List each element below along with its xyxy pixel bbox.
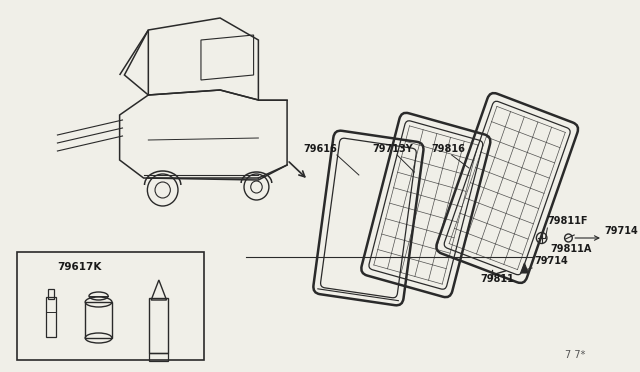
Bar — [46, 297, 56, 337]
Text: 79617K: 79617K — [57, 262, 102, 272]
Text: 79811: 79811 — [481, 274, 515, 284]
Bar — [17, 252, 204, 360]
Text: 7 7*: 7 7* — [564, 350, 585, 360]
Text: 79714: 79714 — [605, 226, 639, 236]
Text: 79811A: 79811A — [550, 244, 591, 254]
Text: 79811F: 79811F — [547, 216, 588, 226]
Text: 79816: 79816 — [431, 144, 465, 154]
Bar — [149, 353, 168, 361]
Polygon shape — [520, 263, 528, 273]
Bar — [48, 289, 54, 299]
Bar — [149, 298, 168, 353]
Text: 79616: 79616 — [304, 144, 337, 154]
Text: 79714: 79714 — [534, 256, 568, 266]
Bar — [85, 302, 112, 338]
Text: 79713Y: 79713Y — [372, 144, 413, 154]
